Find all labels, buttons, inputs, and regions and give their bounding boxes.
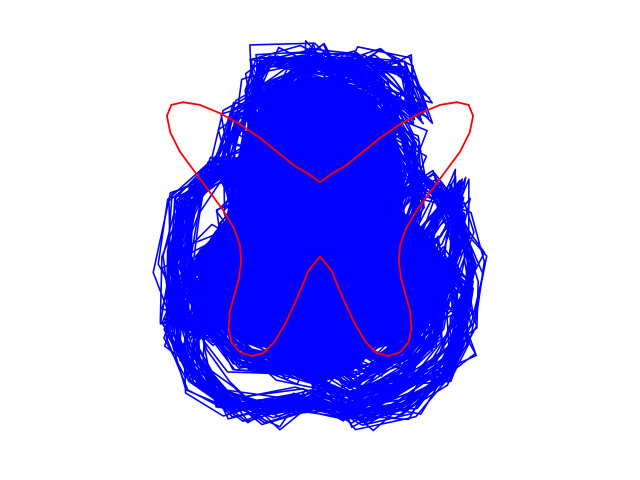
series-0 [152, 40, 488, 432]
series-0-trace-23 [173, 42, 478, 412]
series-0-trace-24 [157, 52, 484, 416]
series-layer [152, 40, 488, 432]
series-1 [166, 101, 474, 357]
series-0-trace-22 [161, 46, 479, 431]
series-1-line [166, 101, 474, 357]
